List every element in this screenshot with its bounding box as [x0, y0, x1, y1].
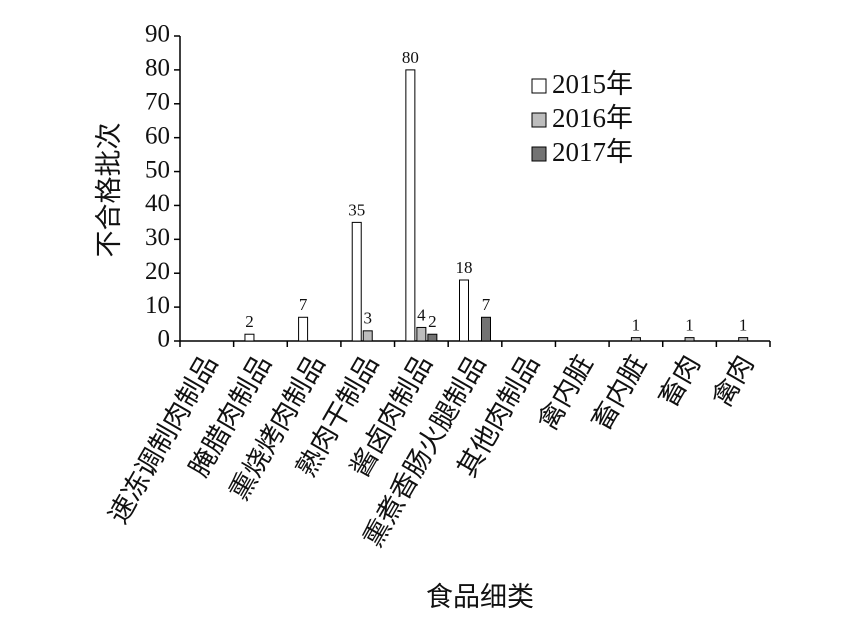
bar: [738, 337, 749, 342]
value-label: 4: [417, 305, 426, 324]
y-tick-label: 80: [145, 55, 170, 82]
y-tick-label: 20: [145, 258, 170, 285]
value-label: 3: [363, 309, 372, 328]
y-axis-title: 不合格批次: [94, 123, 124, 258]
legend-swatch: [531, 78, 547, 94]
bar: [427, 333, 438, 342]
value-label: 1: [685, 316, 694, 335]
bar: [684, 337, 695, 342]
x-axis-title: 食品细类: [426, 582, 534, 612]
x-tick-label: 禽肉: [707, 350, 760, 412]
value-label: 7: [482, 295, 491, 314]
bar: [362, 330, 373, 342]
y-tick-label: 70: [145, 89, 170, 116]
value-label: 18: [456, 258, 473, 277]
value-label: 80: [402, 48, 419, 67]
y-tick-label: 10: [145, 292, 170, 319]
y-tick-label: 30: [145, 224, 170, 251]
bar: [298, 316, 309, 342]
legend-swatch: [531, 146, 547, 162]
y-tick-label: 0: [158, 326, 171, 353]
legend-label: 2015年: [552, 69, 633, 99]
legend-label: 2017年: [552, 137, 633, 167]
bar: [481, 316, 491, 342]
y-tick-label: 90: [145, 21, 170, 48]
legend-swatch: [531, 112, 547, 128]
value-label: 35: [348, 200, 365, 219]
bar: [416, 326, 427, 342]
bar: [405, 69, 416, 342]
bar: [459, 279, 469, 342]
x-tick-label: 畜内脏: [586, 350, 652, 435]
value-label: 7: [299, 295, 308, 314]
legend-label: 2016年: [552, 103, 633, 133]
value-label: 2: [428, 312, 437, 331]
y-tick-label: 50: [145, 156, 170, 183]
bar: [351, 221, 362, 342]
value-label: 1: [632, 316, 641, 335]
y-tick-label: 60: [145, 122, 170, 149]
bar: [244, 333, 255, 342]
bar: [630, 337, 641, 342]
value-label: 1: [739, 316, 748, 335]
y-tick-label: 40: [145, 190, 170, 217]
x-tick-label: 畜肉: [653, 350, 706, 412]
value-label: 2: [245, 312, 254, 331]
